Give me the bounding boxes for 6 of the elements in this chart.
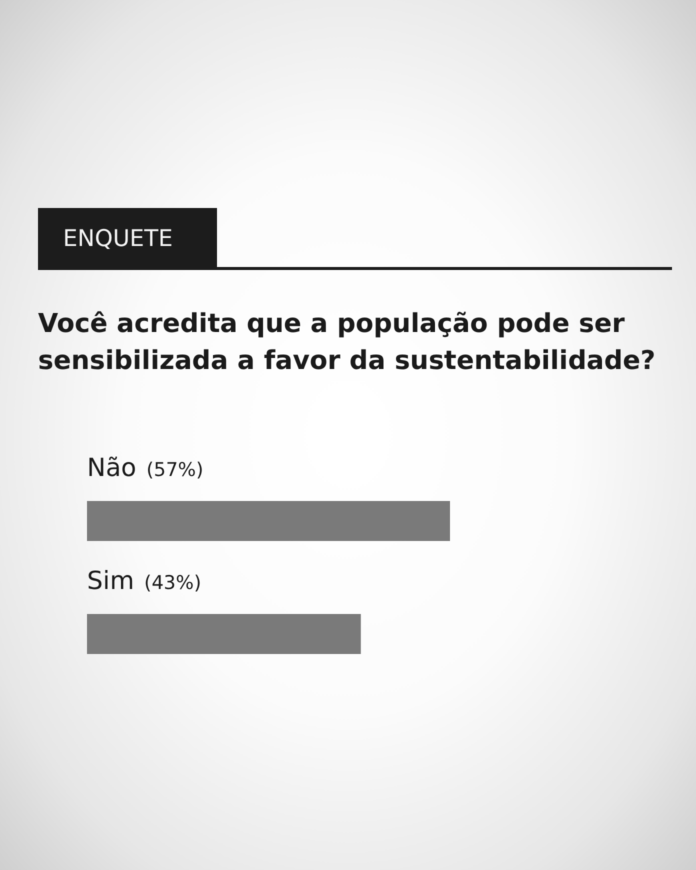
chart-title: ENQUETE: [38, 208, 217, 270]
data-label: (57%): [146, 459, 204, 481]
y-tick-label: Não: [87, 453, 136, 482]
y-tick-label: Sim: [87, 566, 134, 595]
data-label: (43%): [144, 572, 202, 594]
chart-subtitle: Você acredita que a população pode ser sensibilizada a favor da sustentabilidade?: [38, 308, 656, 378]
